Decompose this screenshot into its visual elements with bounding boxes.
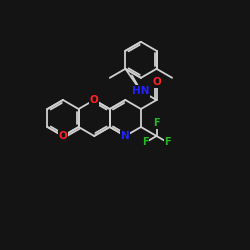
Text: O: O [58, 131, 68, 141]
Text: F: F [153, 118, 160, 128]
Text: HN: HN [132, 86, 150, 96]
Text: F: F [142, 137, 149, 147]
Text: O: O [152, 77, 161, 87]
Text: O: O [90, 95, 98, 105]
Text: N: N [121, 131, 130, 141]
Text: F: F [164, 137, 171, 147]
